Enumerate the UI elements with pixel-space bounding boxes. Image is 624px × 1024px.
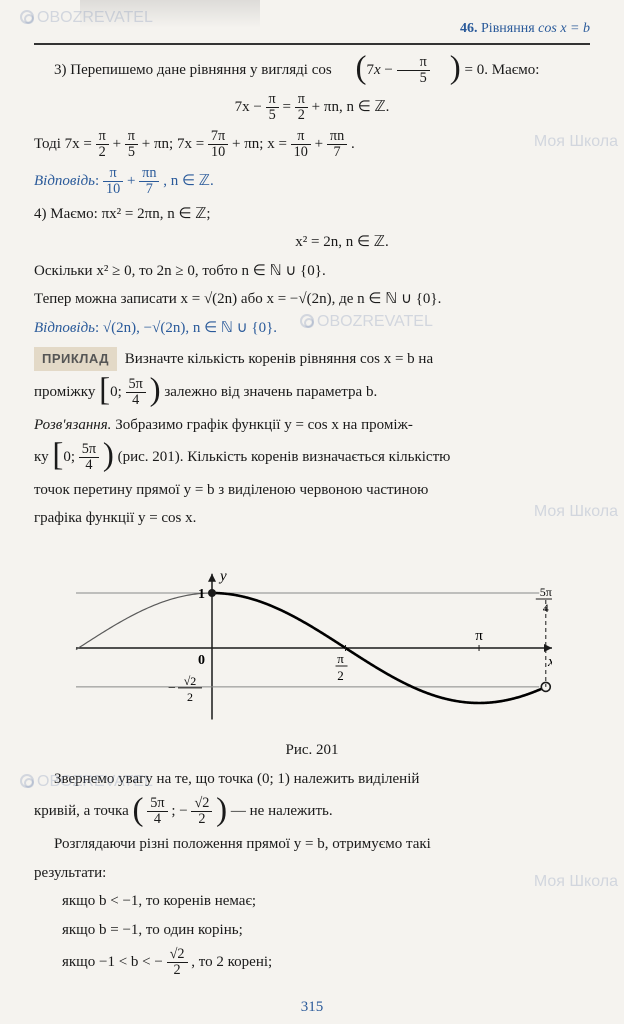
svg-text:√2: √2 [184,674,197,688]
svg-text:y: y [218,568,227,584]
answer-2: Відповідь: √(2n), −√(2n), n ∈ ℕ ∪ {0}. [34,317,590,340]
answer-1: Відповідь: π10 + πn7 , n ∈ ℤ. [34,166,590,197]
svg-text:1: 1 [198,587,205,602]
svg-text:π: π [337,651,344,666]
para-note1: Звернемо увагу на те, що точка (0; 1) на… [34,768,590,791]
para-cases-intro2: результати: [34,862,590,885]
example-line2: проміжку [0; 5π4 ) залежно від значень п… [34,377,590,408]
para-5: Оскільки x² ≥ 0, то 2n ≥ 0, тобто n ∈ ℕ … [34,260,590,283]
example-label: ПРИКЛАД [34,347,117,371]
svg-text:x: x [547,654,552,670]
svg-text:0: 0 [198,653,205,668]
svg-text:−: − [168,681,176,696]
example-line1: ПРИКЛАД Визначте кількість коренів рівня… [34,347,590,371]
para-cases-intro: Розглядаючи різні положення прямої y = b… [34,833,590,856]
svg-text:π: π [475,628,483,644]
svg-text:2: 2 [337,668,344,683]
solution-line3: точок перетину прямої y = b з виділеною … [34,479,590,502]
para-4a: 4) Маємо: πx² = 2πn, n ∈ ℤ; [34,203,590,226]
figure-caption: Рис. 201 [34,739,590,762]
para-4b: x² = 2n, n ∈ ℤ. [34,231,590,254]
result-2: якщо b = −1, то один корінь; [34,919,590,942]
para-3-then: Тоді 7x = π2 + π5 + πn; 7x = 7π10 + πn; … [34,129,590,160]
equation-1: 7x − π5 = π2 + πn, n ∈ ℤ. [34,92,590,123]
para-3-intro: 3) Перепишемо дане рівняння у вигляді co… [34,55,590,86]
para-note2: кривій, а точка ( 5π4 ; − √22 ) — не нал… [34,796,590,827]
svg-text:2: 2 [187,690,193,704]
page-number: 315 [0,996,624,1019]
header-title: 46. Рівняння cos x = b [34,18,590,39]
para-6: Тепер можна записати x = √(2n) або x = −… [34,288,590,311]
solution-line4: графіка функції y = cos x. [34,507,590,530]
result-3: якщо −1 < b < − √22 , то 2 корені; [34,947,590,978]
svg-text:5π: 5π [540,585,552,599]
result-1: якщо b < −1, то коренів немає; [34,890,590,913]
solution-line2: ку [0; 5π4 ) (рис. 201). Кількість корен… [34,442,590,473]
header-rule [34,43,590,45]
solution-line1: Розв'язання. Зобразимо графік функції y … [34,414,590,437]
figure-svg: y x 1 0 π 2 π 5π 4 −√2 2 [72,538,552,728]
figure-201: y x 1 0 π 2 π 5π 4 −√2 2 [72,538,552,736]
svg-text:4: 4 [543,601,549,615]
